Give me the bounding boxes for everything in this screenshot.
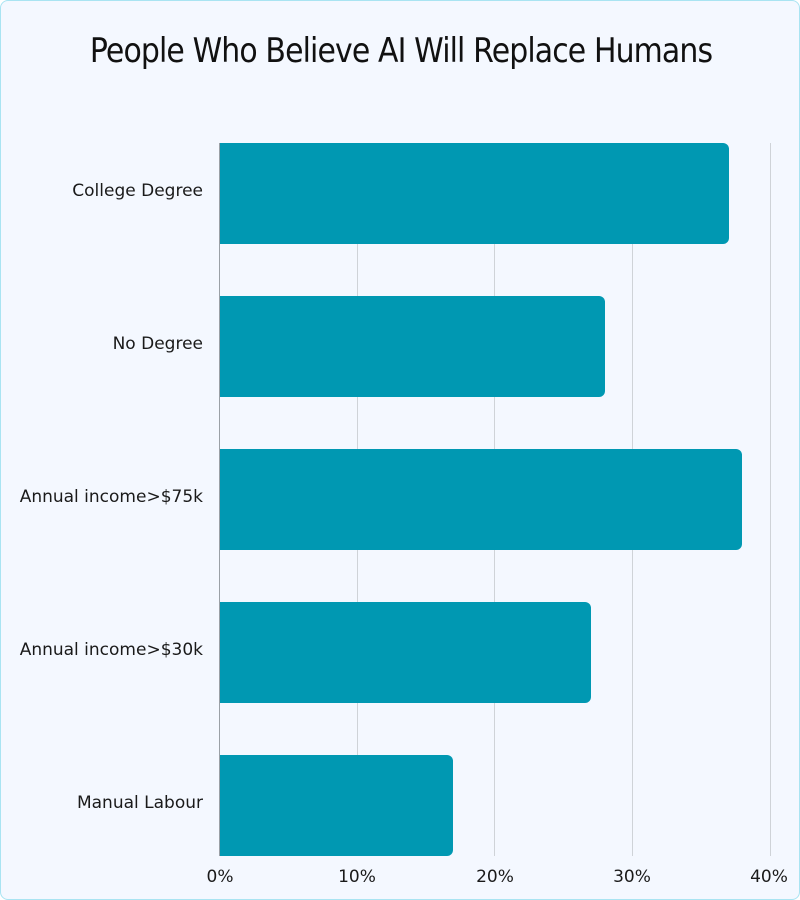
y-label-income-30k: Annual income>$30k [19,640,203,660]
plot-area [219,143,771,856]
y-label-income-75k: Annual income>$75k [19,487,203,507]
bar-college-degree [220,143,729,244]
bar-no-degree [220,296,605,397]
x-tick-40: 40% [750,867,788,887]
bar-manual-labour [220,755,454,856]
x-tick-0: 0% [206,867,234,887]
bar-income-30k [220,602,591,703]
x-tick-20: 20% [476,867,514,887]
gridline-40 [770,143,771,856]
chart-title: People Who Believe AI Will Replace Human… [89,31,713,71]
y-label-college-degree: College Degree [72,181,203,201]
x-tick-30: 30% [613,867,651,887]
y-label-manual-labour: Manual Labour [76,793,203,813]
bar-income-75k [220,449,743,550]
y-label-no-degree: No Degree [112,334,203,354]
y-axis-line [219,143,220,856]
x-tick-10: 10% [338,867,376,887]
